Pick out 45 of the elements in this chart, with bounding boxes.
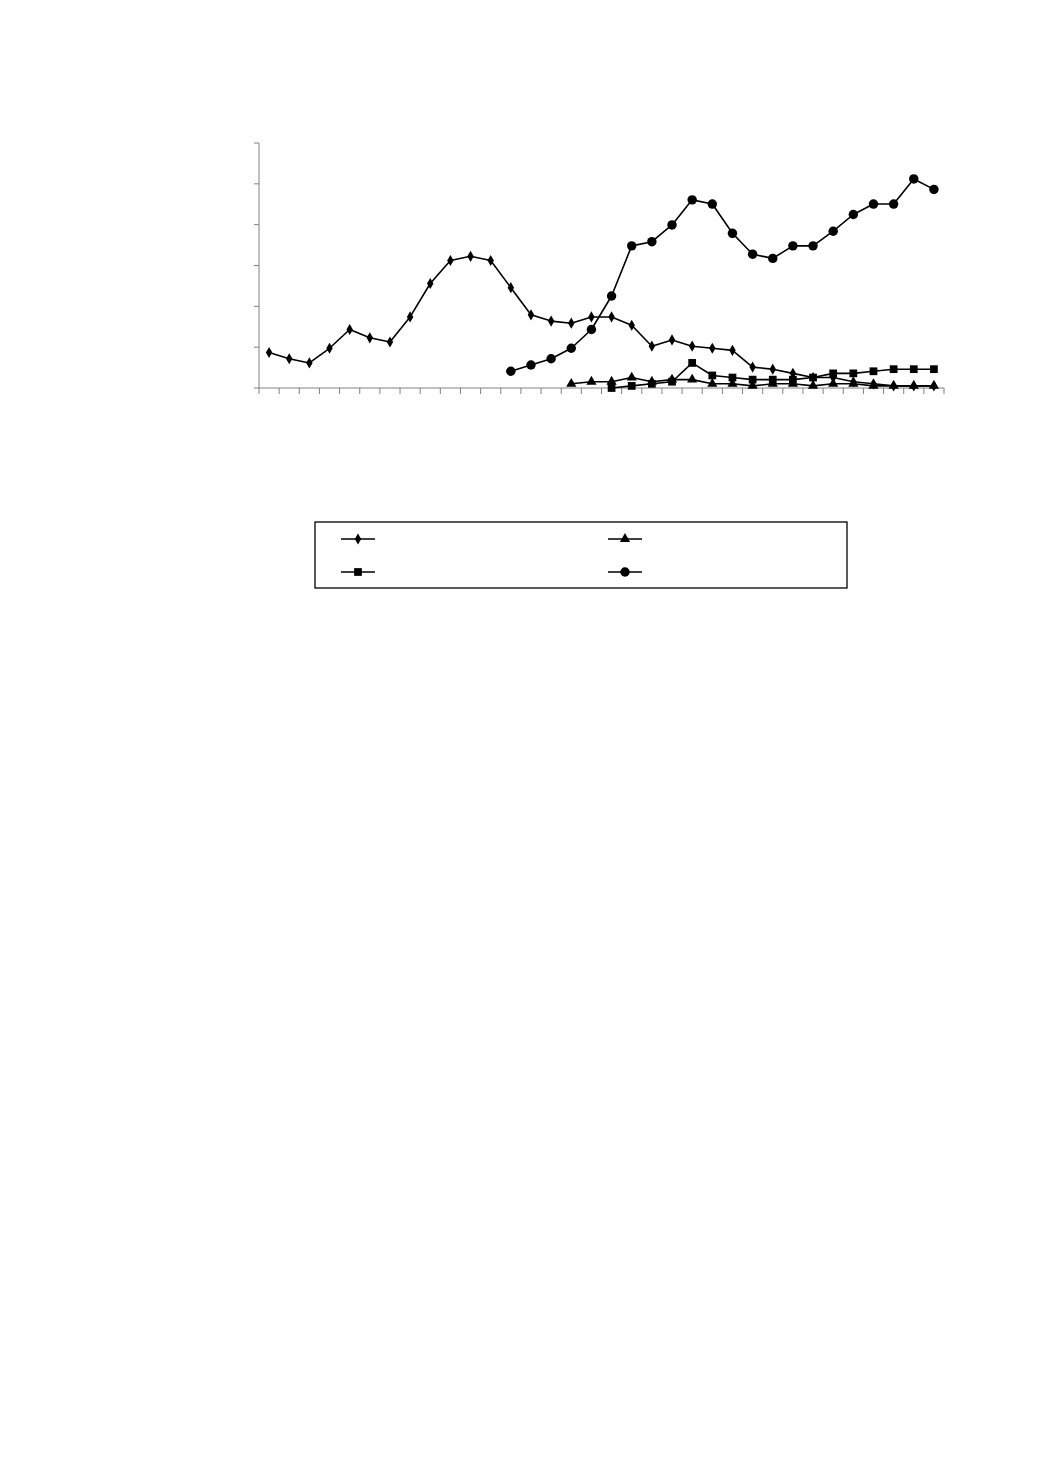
point [687,373,698,383]
point [888,380,899,389]
point [869,367,878,376]
point [909,174,919,184]
point [807,380,819,389]
point [928,380,940,389]
point [909,365,918,374]
point [707,199,718,209]
point [768,253,778,264]
point [627,241,637,251]
point [748,375,757,384]
point [808,241,818,251]
point [747,249,758,259]
point [647,379,656,388]
point [506,366,516,376]
point [546,354,556,364]
point [788,241,798,251]
point [526,360,536,370]
point [667,220,677,230]
point [586,375,597,385]
point [586,324,597,335]
point [647,236,657,247]
point [566,343,576,353]
point [849,369,858,378]
point [848,209,859,220]
point [828,226,838,236]
point [929,184,939,195]
point [908,380,919,389]
point [566,377,577,387]
point [829,369,838,378]
point [708,371,717,380]
point [868,199,879,209]
point [627,382,636,390]
point [889,365,898,374]
point [606,291,617,301]
point [727,228,738,239]
point [930,365,938,374]
point [606,375,617,385]
point [626,371,637,381]
point [809,373,817,382]
point [668,377,676,386]
point [607,384,616,392]
point [688,359,697,367]
point [888,199,899,209]
point [687,195,697,205]
